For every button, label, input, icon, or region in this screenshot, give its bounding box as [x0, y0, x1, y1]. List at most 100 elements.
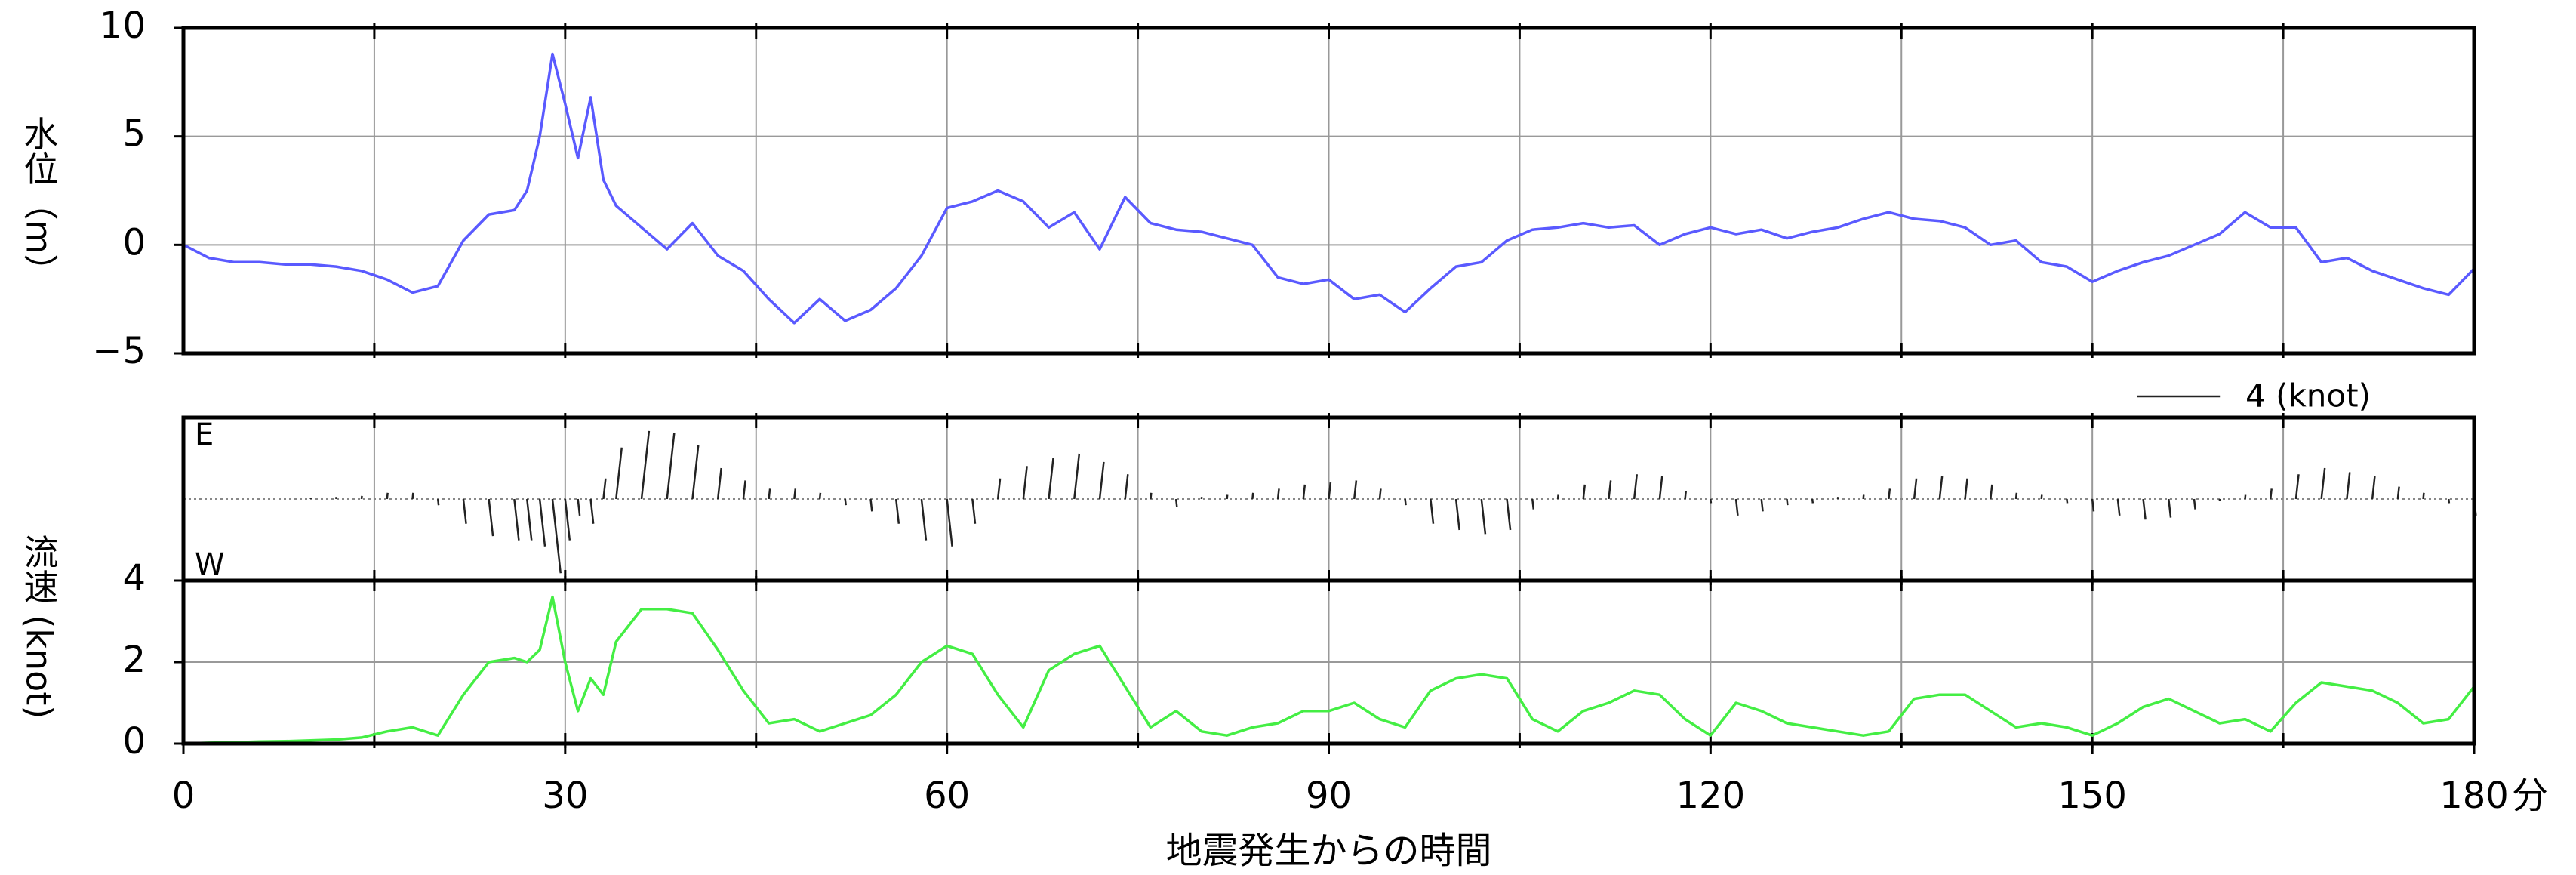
current-stick	[1404, 498, 1407, 506]
current-stick	[971, 498, 977, 524]
current-stick	[1582, 484, 1587, 500]
current-stick	[1430, 498, 1435, 524]
current-stick	[2091, 498, 2095, 512]
current-stick	[1328, 482, 1332, 500]
current-stick	[1022, 466, 1028, 500]
current-stick	[2142, 498, 2147, 520]
current-stick	[1150, 492, 1153, 500]
east-label: E	[195, 417, 214, 452]
current-stick	[2448, 498, 2451, 504]
current-stick	[589, 498, 595, 524]
current-stick	[2168, 498, 2172, 518]
current-stick	[2014, 492, 2018, 500]
current-stick	[1913, 478, 1918, 500]
current-stick	[1888, 488, 1891, 500]
current-stick	[1710, 498, 1713, 504]
current-stick	[946, 498, 953, 547]
y-tick-label: 4	[122, 557, 146, 599]
current-stick	[1378, 488, 1382, 500]
current-stick	[996, 478, 1002, 500]
current-stick	[615, 447, 623, 500]
current-stick	[1734, 498, 1739, 516]
current-stick	[1760, 498, 1764, 512]
current-stick	[1226, 494, 1229, 500]
current-stick	[1480, 498, 1487, 535]
current-stick	[2396, 486, 2400, 500]
current-stick	[1938, 476, 1944, 500]
current-stick	[602, 478, 607, 500]
y-tick-label: 5	[122, 113, 146, 156]
x-tick-label: 180	[2439, 775, 2509, 817]
y-tick-label: 2	[122, 639, 146, 681]
current-stick	[1506, 498, 1512, 531]
current-stick	[844, 498, 847, 506]
x-tick-label: 60	[924, 775, 970, 817]
current-stick	[538, 498, 546, 547]
x-tick-label: 150	[2057, 775, 2127, 817]
current-stick	[577, 498, 581, 516]
current-stick	[2294, 474, 2300, 500]
current-stick	[1658, 476, 1663, 500]
scale-label: 4 (knot)	[2245, 377, 2371, 414]
line-series	[183, 52, 2476, 325]
y-axis-label: 流速 (knot)	[19, 535, 60, 719]
current-stick	[1073, 453, 1081, 500]
current-stick	[869, 498, 873, 512]
current-stick	[2320, 467, 2326, 500]
current-stick	[2193, 498, 2196, 510]
current-stick	[2269, 488, 2273, 500]
y-tick-label: 10	[100, 5, 146, 47]
current-stick	[716, 467, 722, 500]
x-tick-label: 120	[1676, 775, 1746, 817]
current-stick	[1531, 498, 1535, 510]
current-stick	[1556, 494, 1559, 500]
y-axis-label: 水位（m）	[19, 116, 60, 289]
current-stick	[526, 498, 533, 541]
current-stick	[436, 498, 440, 506]
current-stick	[513, 498, 520, 541]
x-tick-label: 0	[172, 775, 195, 817]
current-stick	[2116, 498, 2121, 516]
current-stick	[1786, 498, 1789, 506]
current-stick	[1048, 458, 1054, 500]
current-stick	[768, 488, 771, 500]
current-stick	[2244, 494, 2247, 500]
current-stick	[742, 480, 746, 500]
x-unit-label: 分	[2512, 775, 2548, 817]
y-tick-label: −5	[92, 330, 146, 372]
current-stick	[1454, 498, 1460, 531]
current-stick	[551, 498, 562, 574]
current-stick	[920, 498, 928, 541]
current-stick	[386, 492, 389, 500]
current-stick	[462, 498, 467, 524]
current-stick	[1098, 461, 1105, 500]
y-tick-label: 0	[122, 221, 146, 263]
current-stick	[1251, 492, 1254, 500]
current-stick	[1174, 498, 1178, 508]
current-stick	[1684, 490, 1688, 500]
west-label: W	[195, 547, 225, 582]
current-stick	[1302, 484, 1306, 500]
current-stick	[894, 498, 900, 524]
current-stick	[793, 488, 797, 500]
current-stick	[1124, 474, 1129, 500]
current-stick	[691, 445, 700, 500]
current-stick	[2371, 476, 2376, 500]
current-stick	[488, 498, 494, 537]
panel-frame	[181, 26, 2476, 356]
current-stick	[1608, 480, 1612, 500]
x-tick-label: 30	[542, 775, 588, 817]
current-stick	[1811, 498, 1814, 504]
current-stick	[666, 433, 676, 500]
current-stick	[2346, 472, 2351, 500]
current-stick	[411, 492, 414, 500]
current-stick	[564, 498, 571, 541]
current-stick	[1633, 474, 1639, 500]
y-tick-label: 0	[122, 720, 146, 763]
current-stick	[1276, 488, 1280, 500]
current-stick	[640, 430, 651, 500]
x-tick-label: 90	[1306, 775, 1352, 817]
current-stick	[1353, 480, 1358, 500]
x-axis-label: 地震発生からの時間	[1165, 830, 1491, 872]
